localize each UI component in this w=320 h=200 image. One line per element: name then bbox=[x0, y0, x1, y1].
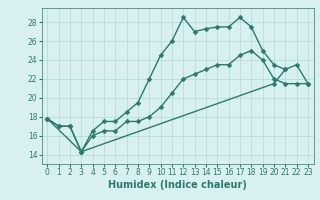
X-axis label: Humidex (Indice chaleur): Humidex (Indice chaleur) bbox=[108, 180, 247, 190]
